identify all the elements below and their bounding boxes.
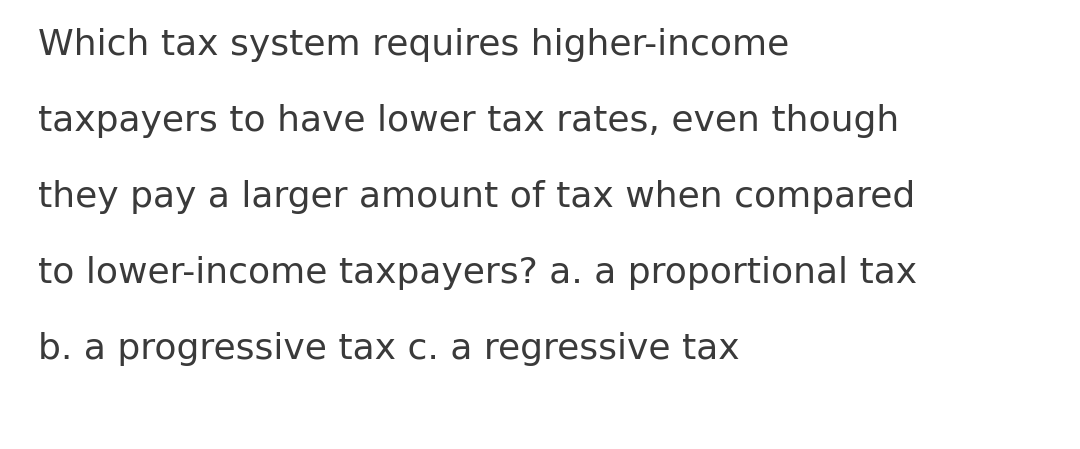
Text: taxpayers to have lower tax rates, even though: taxpayers to have lower tax rates, even … bbox=[38, 104, 900, 138]
Text: to lower-income taxpayers? a. a proportional tax: to lower-income taxpayers? a. a proporti… bbox=[38, 256, 917, 290]
Text: Which tax system requires higher-income: Which tax system requires higher-income bbox=[38, 28, 789, 62]
Text: they pay a larger amount of tax when compared: they pay a larger amount of tax when com… bbox=[38, 180, 915, 214]
Text: b. a progressive tax c. a regressive tax: b. a progressive tax c. a regressive tax bbox=[38, 332, 740, 366]
